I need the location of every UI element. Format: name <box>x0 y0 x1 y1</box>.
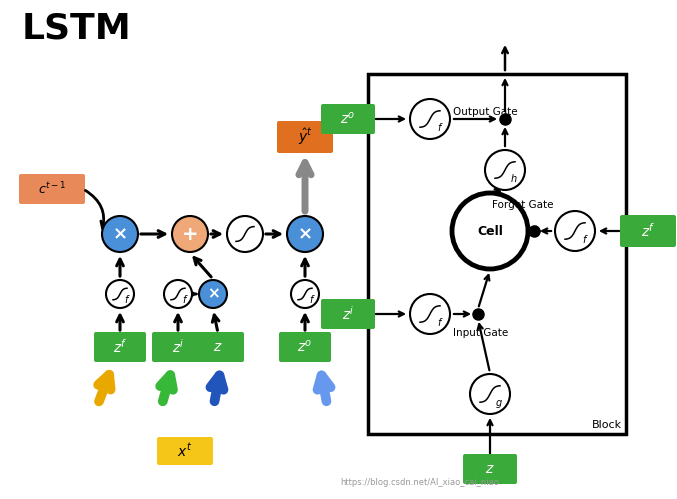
Text: ×: × <box>112 225 127 243</box>
FancyBboxPatch shape <box>152 332 204 362</box>
Text: Cell: Cell <box>477 225 503 238</box>
FancyBboxPatch shape <box>321 299 375 329</box>
Text: f: f <box>582 235 586 245</box>
Text: ×: × <box>297 225 313 243</box>
Circle shape <box>410 294 450 334</box>
Text: g: g <box>496 398 502 408</box>
Text: f: f <box>125 295 128 305</box>
Text: Output Gate: Output Gate <box>453 107 518 117</box>
Circle shape <box>410 99 450 139</box>
FancyBboxPatch shape <box>321 104 375 134</box>
Circle shape <box>291 280 319 308</box>
FancyBboxPatch shape <box>192 332 244 362</box>
Text: +: + <box>181 225 198 244</box>
Text: $z$: $z$ <box>213 340 223 354</box>
Text: ×: × <box>206 286 219 301</box>
FancyBboxPatch shape <box>157 437 213 465</box>
Circle shape <box>172 216 208 252</box>
Text: LSTM: LSTM <box>22 11 132 45</box>
Text: $x^t$: $x^t$ <box>177 442 193 460</box>
FancyBboxPatch shape <box>94 332 146 362</box>
FancyBboxPatch shape <box>463 454 517 484</box>
Text: $z^o$: $z^o$ <box>297 339 313 355</box>
Circle shape <box>485 150 525 190</box>
FancyBboxPatch shape <box>620 215 676 247</box>
Text: $z^i$: $z^i$ <box>342 305 354 323</box>
Text: h: h <box>511 174 517 184</box>
Text: Block: Block <box>592 420 622 430</box>
Circle shape <box>287 216 323 252</box>
Circle shape <box>102 216 138 252</box>
Circle shape <box>470 374 510 414</box>
Text: Forget Gate: Forget Gate <box>492 200 553 210</box>
Text: $\hat{y}^t$: $\hat{y}^t$ <box>298 127 312 147</box>
FancyArrowPatch shape <box>532 229 540 236</box>
Text: https://blog.csdn.net/AI_xiao_cai_niao: https://blog.csdn.net/AI_xiao_cai_niao <box>340 478 499 487</box>
FancyBboxPatch shape <box>19 174 85 204</box>
Circle shape <box>452 193 528 269</box>
FancyArrowPatch shape <box>85 191 108 229</box>
Text: f: f <box>437 123 441 133</box>
FancyBboxPatch shape <box>277 121 333 153</box>
Text: $z^f$: $z^f$ <box>112 338 127 356</box>
Circle shape <box>555 211 595 251</box>
FancyBboxPatch shape <box>279 332 331 362</box>
Circle shape <box>106 280 134 308</box>
Text: $z^f$: $z^f$ <box>640 222 655 240</box>
Text: $z^i$: $z^i$ <box>172 338 184 356</box>
Circle shape <box>199 280 227 308</box>
Circle shape <box>227 216 263 252</box>
Text: f: f <box>183 295 186 305</box>
FancyArrowPatch shape <box>532 227 540 233</box>
Text: $z^o$: $z^o$ <box>341 111 355 127</box>
Text: f: f <box>309 295 313 305</box>
Text: $z$: $z$ <box>485 462 495 476</box>
Text: Input Gate: Input Gate <box>453 328 508 338</box>
Text: $c^{t-1}$: $c^{t-1}$ <box>38 181 66 197</box>
Circle shape <box>164 280 192 308</box>
Text: f: f <box>437 318 441 328</box>
FancyBboxPatch shape <box>368 74 626 434</box>
